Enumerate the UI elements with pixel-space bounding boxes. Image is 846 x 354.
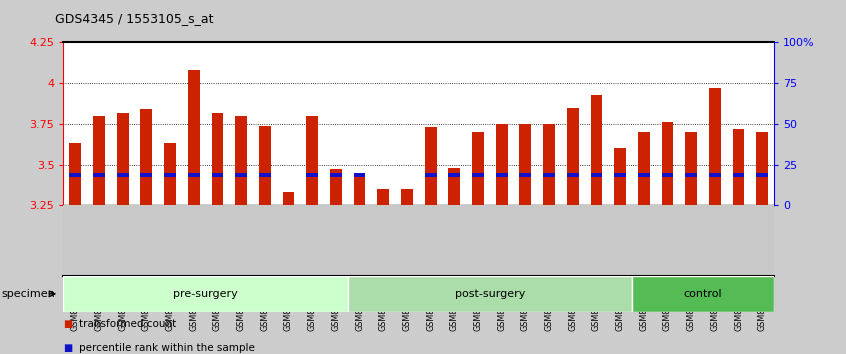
Text: percentile rank within the sample: percentile rank within the sample (79, 343, 255, 353)
Bar (306, 116, 318, 205)
Bar (519, 173, 531, 177)
Bar (567, 173, 579, 177)
Bar (164, 143, 176, 205)
Text: GDS4345 / 1553105_s_at: GDS4345 / 1553105_s_at (55, 12, 213, 25)
Bar (140, 109, 152, 205)
Bar (662, 122, 673, 205)
Bar (164, 173, 176, 177)
Bar (306, 173, 318, 177)
Bar (63, 276, 348, 312)
Text: transformed count: transformed count (79, 319, 176, 329)
Bar (472, 173, 484, 177)
Bar (632, 276, 774, 312)
Bar (448, 168, 460, 205)
Bar (472, 132, 484, 205)
Text: control: control (684, 289, 722, 299)
Bar (93, 116, 105, 205)
Bar (756, 173, 768, 177)
Text: specimen: specimen (2, 289, 56, 299)
Bar (69, 143, 81, 205)
Bar (685, 132, 697, 205)
Bar (448, 173, 460, 177)
Bar (188, 70, 200, 205)
Text: pre-surgery: pre-surgery (173, 289, 238, 299)
Bar (614, 148, 626, 205)
Bar (425, 173, 437, 177)
Bar (140, 173, 152, 177)
Text: ■: ■ (63, 343, 73, 353)
Bar (377, 189, 389, 205)
Bar (662, 173, 673, 177)
Bar (496, 173, 508, 177)
Bar (117, 173, 129, 177)
Bar (733, 173, 744, 177)
Bar (756, 132, 768, 205)
Bar (591, 173, 602, 177)
Bar (259, 173, 271, 177)
Bar (519, 124, 531, 205)
Bar (354, 175, 365, 205)
Bar (212, 113, 223, 205)
Bar (401, 189, 413, 205)
Bar (591, 95, 602, 205)
Bar (733, 129, 744, 205)
Bar (235, 173, 247, 177)
Bar (638, 132, 650, 205)
Bar (543, 124, 555, 205)
Bar (709, 88, 721, 205)
Bar (354, 173, 365, 177)
Bar (235, 116, 247, 205)
Bar (567, 108, 579, 205)
Bar (614, 173, 626, 177)
Bar (638, 173, 650, 177)
Bar (709, 173, 721, 177)
Bar (283, 192, 294, 205)
Text: ■: ■ (63, 319, 73, 329)
Bar (543, 173, 555, 177)
Bar (685, 173, 697, 177)
Bar (330, 173, 342, 177)
Bar (69, 173, 81, 177)
Bar (212, 173, 223, 177)
Bar (188, 173, 200, 177)
Bar (496, 124, 508, 205)
Bar (93, 173, 105, 177)
Text: post-surgery: post-surgery (454, 289, 525, 299)
Bar (117, 113, 129, 205)
Bar (330, 170, 342, 205)
Bar (425, 127, 437, 205)
Bar (259, 126, 271, 205)
Bar (348, 276, 632, 312)
